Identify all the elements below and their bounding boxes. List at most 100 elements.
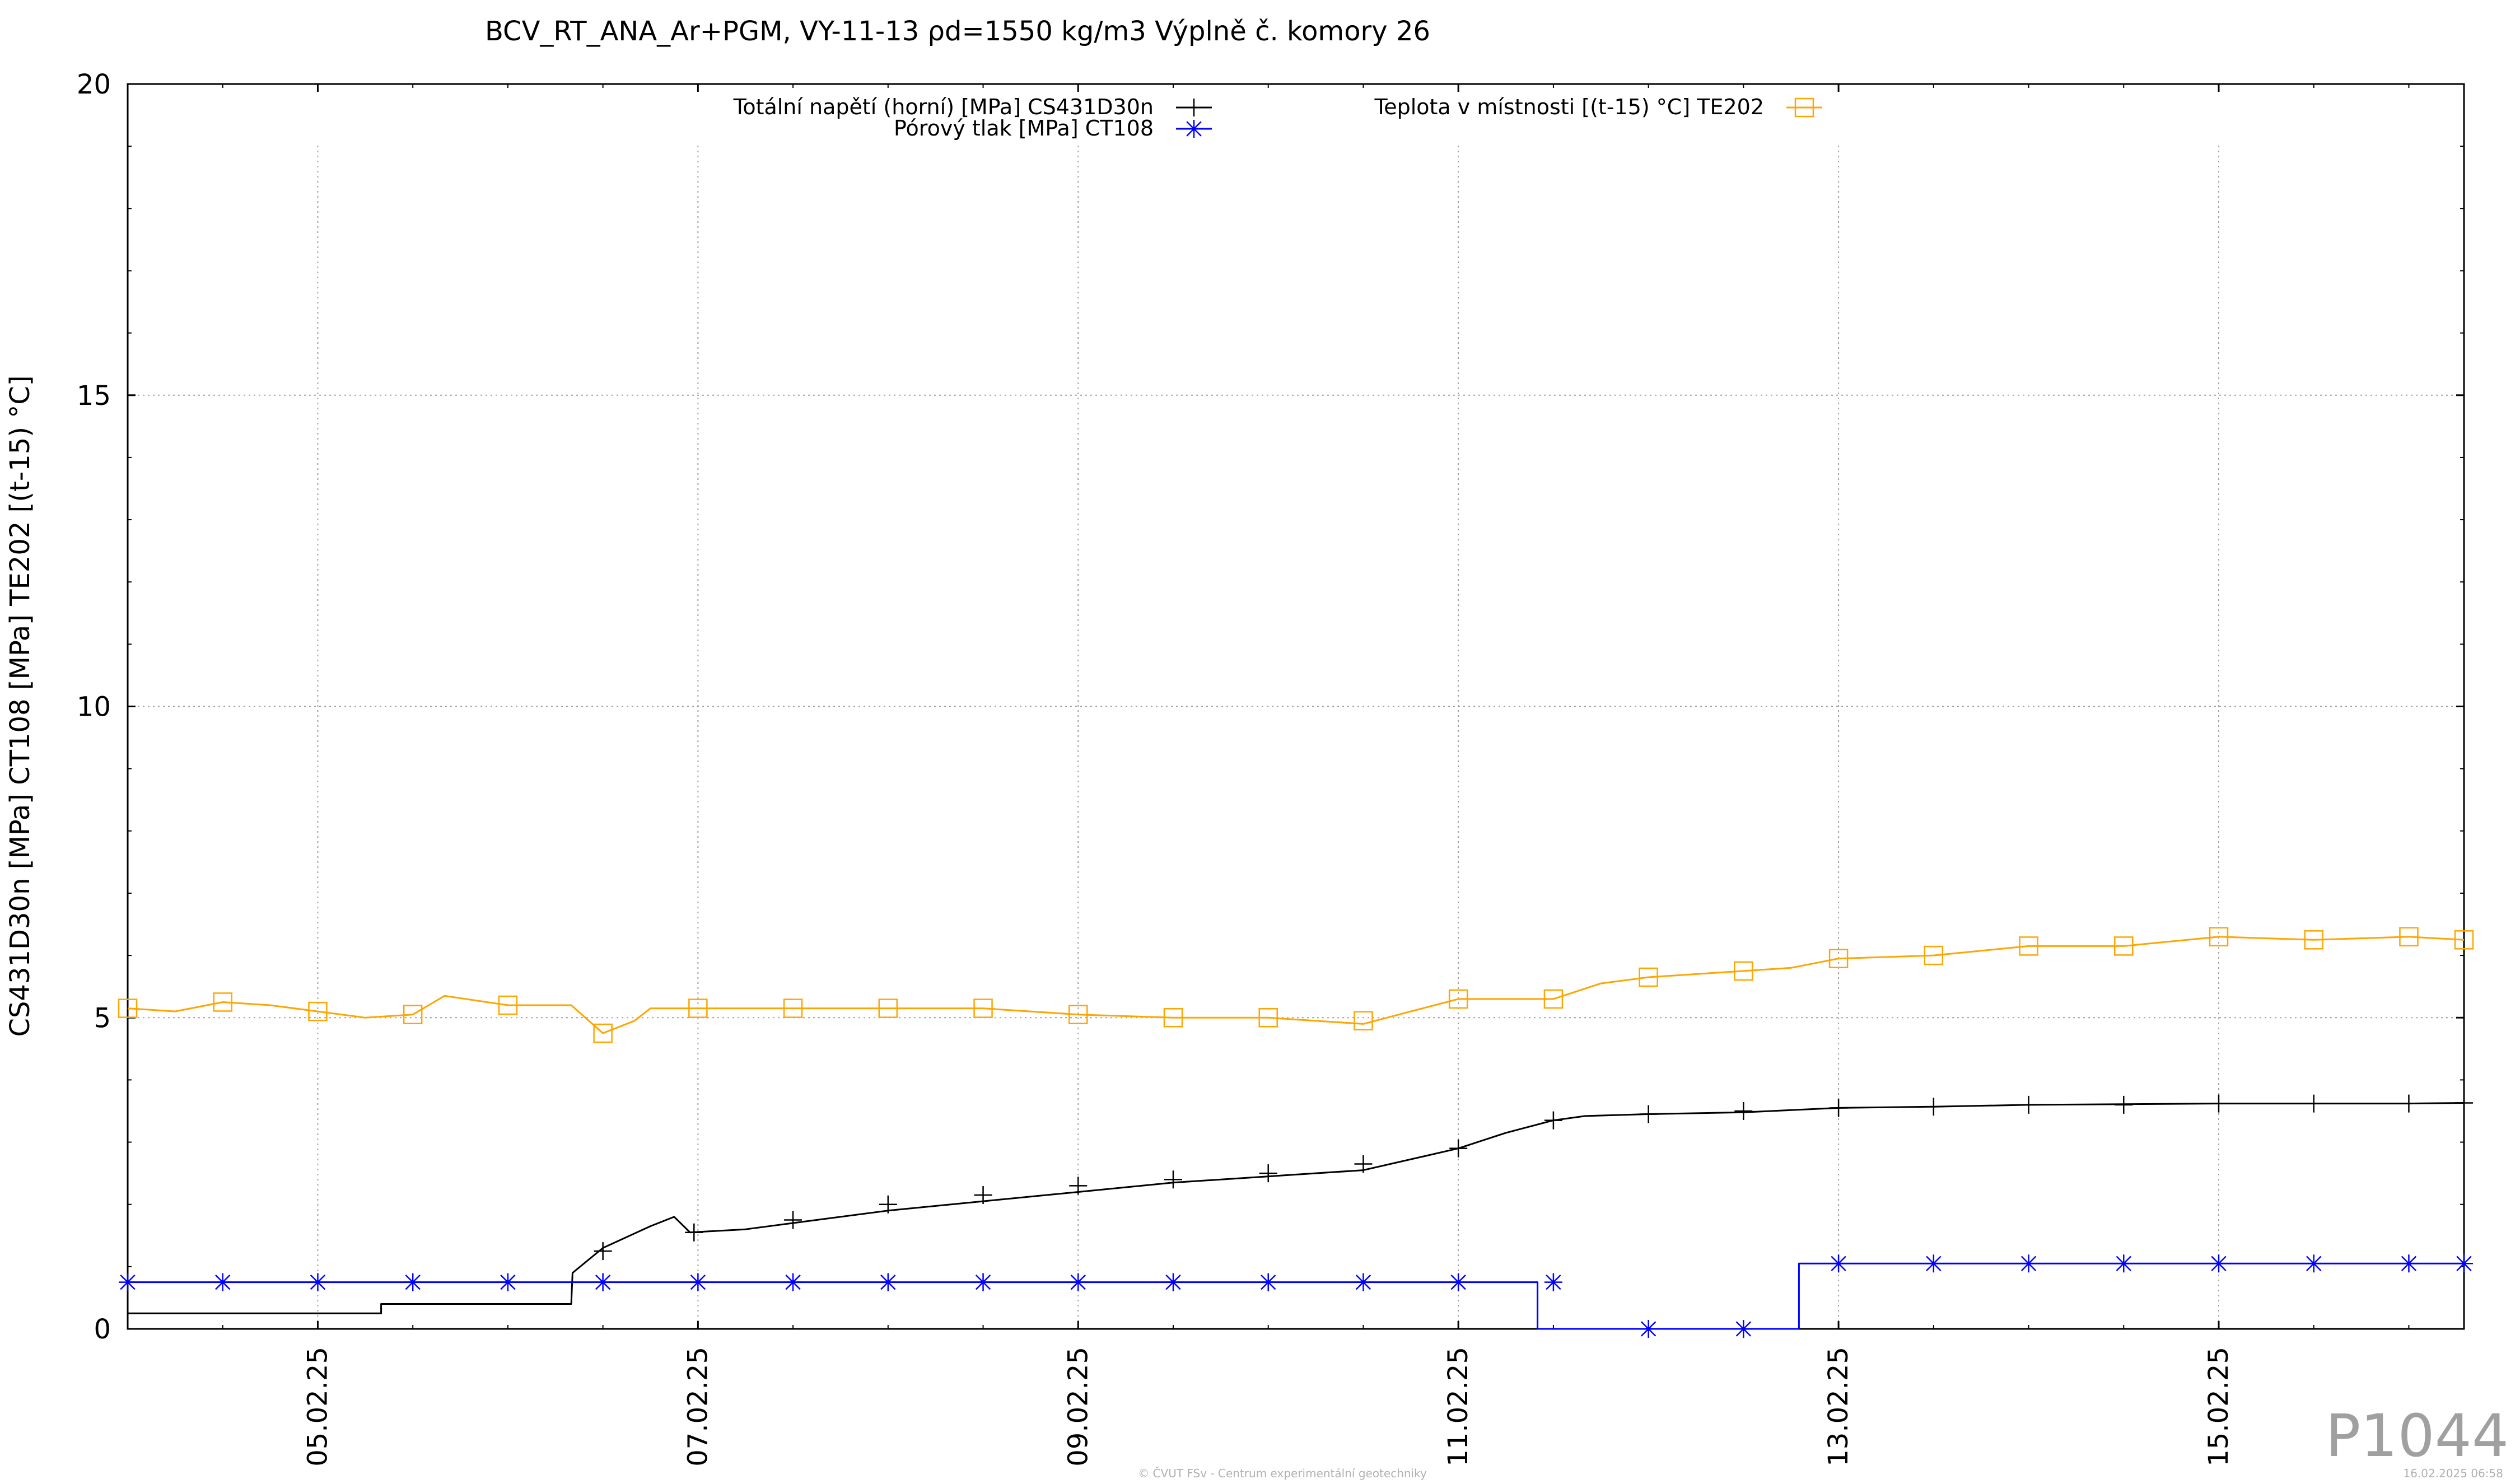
data-point	[213, 992, 232, 1012]
legend-label: Totální napětí (horní) [MPa] CS431D30n	[733, 95, 1154, 119]
data-point	[309, 1273, 327, 1291]
data-point	[1639, 967, 1658, 987]
data-point	[2455, 1094, 2473, 1112]
data-point	[1164, 1273, 1182, 1291]
y-tick-label: 15	[77, 380, 111, 412]
x-tick-label: 15.02.25	[2203, 1347, 2234, 1467]
data-point	[1924, 1098, 1943, 1116]
timestamp: 16.02.2025 06:58	[2403, 1467, 2503, 1480]
marker-stroke	[689, 1273, 707, 1291]
y-axis-label: CS431D30n [MPa] CT108 [MPa] TE202 [(t-15…	[4, 375, 36, 1037]
data-point	[1068, 1005, 1088, 1024]
y-tick-label: 0	[94, 1314, 111, 1345]
legend: Totální napětí (horní) [MPa] CS431D30nPó…	[733, 95, 1822, 141]
marker-stroke	[1924, 945, 1944, 965]
marker-stroke	[878, 998, 898, 1018]
marker-stroke	[1924, 1098, 1943, 1116]
data-point	[1830, 1254, 1848, 1273]
chart-title: BCV_RT_ANA_Ar+PGM, VY-11-13 ρd=1550 kg/m…	[485, 16, 1430, 47]
x-tick-label: 05.02.25	[302, 1347, 333, 1467]
data-point	[1449, 1139, 1468, 1158]
data-point	[1259, 1273, 1277, 1291]
data-point	[2019, 936, 2038, 956]
marker-stroke	[1448, 989, 1468, 1009]
data-point	[498, 1273, 517, 1291]
data-point	[2114, 936, 2134, 956]
marker-stroke	[1164, 1273, 1182, 1291]
marker-stroke	[1185, 120, 1203, 138]
data-point	[1828, 949, 1849, 968]
series-line	[128, 1262, 2464, 1330]
data-point	[1544, 1111, 1562, 1130]
marker-stroke	[594, 1273, 612, 1291]
marker-stroke	[879, 1195, 897, 1214]
data-point	[879, 1195, 897, 1214]
data-point	[1924, 1254, 1943, 1273]
data-point	[2210, 1094, 2228, 1113]
data-point	[973, 998, 993, 1018]
marker-stroke	[1259, 1273, 1277, 1291]
series-layer	[118, 927, 2474, 1338]
marker-stroke	[1734, 1102, 1753, 1120]
legend-marker	[1185, 99, 1203, 116]
marker-stroke	[1449, 1273, 1468, 1291]
x-tick-label: 09.02.25	[1062, 1347, 1094, 1467]
data-point	[878, 998, 898, 1018]
marker-stroke	[1354, 1011, 1373, 1031]
marker-stroke	[2455, 1254, 2473, 1273]
data-point	[1544, 1273, 1562, 1291]
marker-stroke	[594, 1242, 612, 1261]
y-tick-label: 5	[94, 1002, 111, 1034]
marker-stroke	[1354, 1273, 1373, 1291]
legend-label: Teplota v místnosti [(t-15) °C] TE202	[1374, 95, 1764, 119]
marker-stroke	[783, 998, 803, 1018]
marker-stroke	[1734, 1320, 1753, 1338]
marker-stroke	[2304, 930, 2323, 950]
marker-stroke	[1259, 1164, 1277, 1183]
marker-stroke	[2400, 1094, 2418, 1113]
marker-stroke	[403, 1005, 423, 1024]
legend-marker	[1185, 120, 1203, 138]
series-2	[119, 1254, 2473, 1338]
data-point	[784, 1211, 802, 1229]
marker-stroke	[1639, 1105, 1658, 1123]
marker-stroke	[1185, 99, 1203, 116]
marker-stroke	[879, 1273, 897, 1291]
marker-stroke	[974, 1186, 992, 1205]
data-point	[1448, 989, 1468, 1009]
data-point	[1449, 1273, 1468, 1291]
grid	[128, 146, 2464, 1329]
marker-stroke	[2455, 1094, 2473, 1112]
legend-entry-2: Pórový tlak [MPa] CT108	[894, 116, 1212, 141]
data-point	[2399, 927, 2419, 947]
marker-stroke	[118, 998, 138, 1018]
marker-stroke	[1734, 961, 1753, 981]
data-point	[688, 998, 708, 1018]
marker-stroke	[1828, 949, 1849, 968]
marker-stroke	[1068, 1005, 1088, 1024]
y-tick-label: 10	[77, 692, 111, 723]
marker-stroke	[1924, 1254, 1943, 1273]
marker-stroke	[1830, 1099, 1848, 1117]
x-tick-label: 07.02.25	[682, 1347, 713, 1467]
data-point	[2400, 1094, 2418, 1113]
marker-stroke	[119, 1273, 137, 1291]
data-point	[1164, 1170, 1182, 1189]
marker-stroke	[498, 1273, 517, 1291]
marker-stroke	[309, 1273, 327, 1291]
marker-stroke	[2400, 1254, 2418, 1273]
data-point	[1354, 1011, 1373, 1031]
data-point	[784, 1273, 802, 1291]
legend-entry-3: Teplota v místnosti [(t-15) °C] TE202	[1374, 95, 1822, 119]
data-point	[1639, 1320, 1658, 1338]
marker-stroke	[1354, 1155, 1373, 1173]
data-point	[974, 1186, 992, 1205]
marker-stroke	[2115, 1254, 2133, 1273]
marker-stroke	[2399, 927, 2419, 947]
marker-stroke	[973, 998, 993, 1018]
data-point	[119, 1273, 137, 1291]
marker-stroke	[2114, 936, 2134, 956]
marker-stroke	[2304, 1094, 2323, 1113]
marker-stroke	[1543, 989, 1564, 1009]
